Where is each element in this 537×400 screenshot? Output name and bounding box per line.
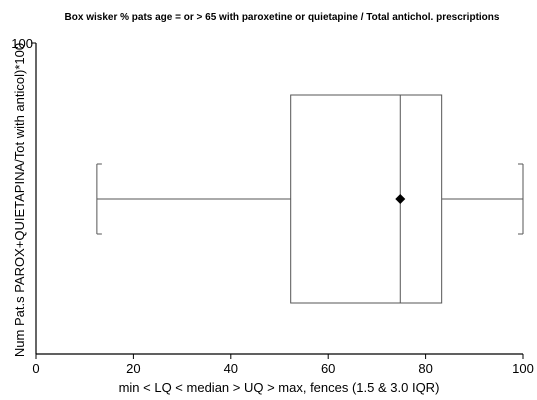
x-tick-label: 60 (321, 361, 335, 376)
x-tick-label: 0 (32, 361, 39, 376)
mean-marker (395, 194, 406, 204)
axes (35, 43, 523, 355)
x-tick-label: 100 (512, 361, 534, 376)
x-tick-label: 20 (126, 361, 140, 376)
y-axis-label: Num Pat.s PAROX+QUIETAPINA/Tot with anti… (12, 43, 27, 357)
iqr-box (290, 94, 443, 304)
x-tick-label: 40 (224, 361, 238, 376)
chart-title: Box wisker % pats age = or > 65 with par… (65, 12, 500, 23)
ticks: 0 20 40 60 80 100 100 (11, 36, 534, 376)
x-tick-label: 80 (418, 361, 432, 376)
y-tick-label: 100 (11, 36, 33, 51)
box-group (96, 94, 524, 304)
x-axis-label: min < LQ < median > UQ > max, fences (1.… (119, 380, 440, 395)
